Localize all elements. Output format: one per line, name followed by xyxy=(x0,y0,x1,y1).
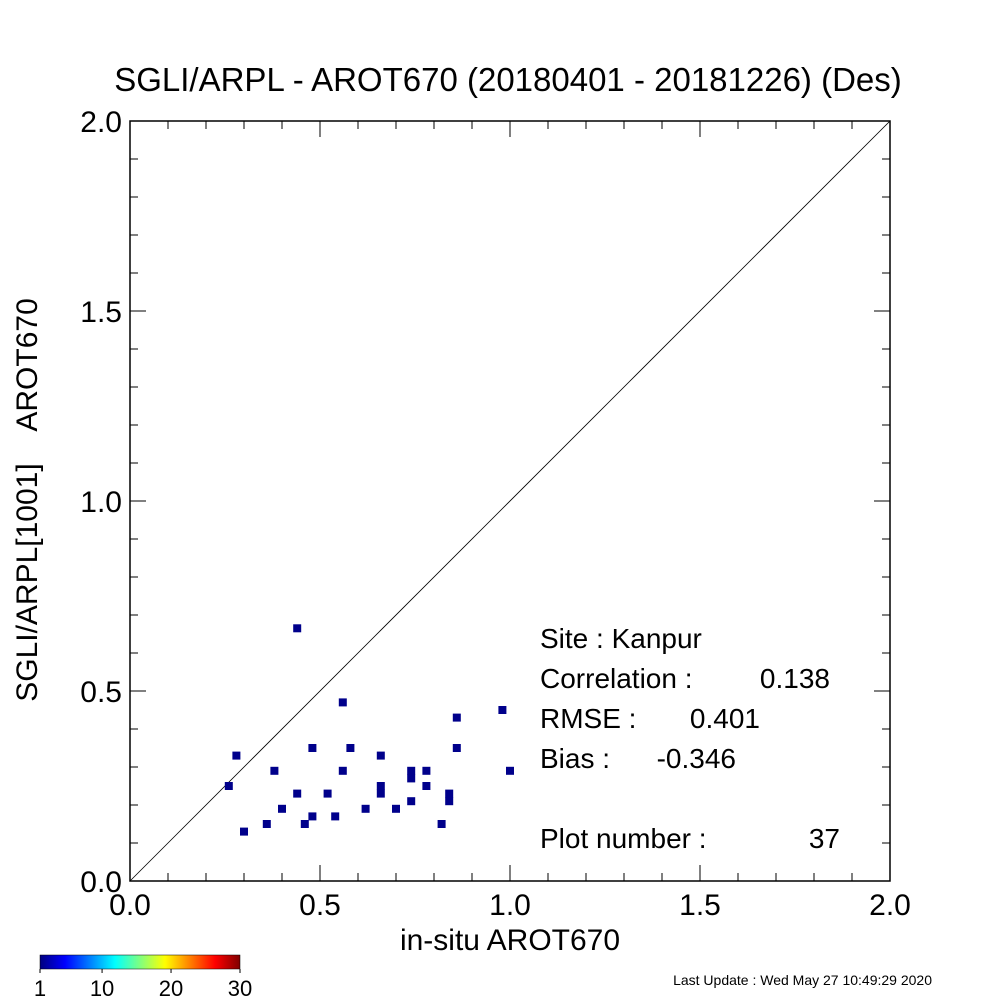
colorbar-tick-label: 30 xyxy=(228,976,252,1000)
data-point xyxy=(300,820,309,828)
data-point xyxy=(346,744,355,752)
data-point xyxy=(331,812,340,821)
data-point xyxy=(361,804,370,813)
data-point xyxy=(422,766,431,775)
rmse-value: 0.401 xyxy=(690,703,760,734)
y-tick-label: 0.0 xyxy=(80,866,122,899)
data-point xyxy=(308,744,317,752)
data-point xyxy=(392,804,400,813)
plot-number-label: Plot number : xyxy=(540,823,707,854)
data-point xyxy=(240,827,248,836)
data-point xyxy=(376,789,385,798)
data-point xyxy=(376,782,385,790)
data-point xyxy=(506,766,514,775)
y-tick-label: 0.5 xyxy=(80,676,122,709)
colorbar-ticks: 1 10 20 30 xyxy=(34,969,252,1000)
last-update-text: Last Update : Wed May 27 10:49:29 2020 xyxy=(673,972,932,988)
data-point xyxy=(376,751,385,760)
one-to-one-line xyxy=(129,120,891,882)
rmse-label: RMSE : xyxy=(540,703,636,734)
data-point xyxy=(445,789,454,798)
x-tick-label: 1.0 xyxy=(489,889,531,922)
minor-ticks xyxy=(130,121,890,881)
data-point xyxy=(407,766,416,775)
y-tick-label: 2.0 xyxy=(80,106,122,139)
data-point xyxy=(445,797,454,806)
chart-title: SGLI/ARPL - AROT670 (20180401 - 20181226… xyxy=(114,61,902,98)
y-axis-ticks: 0.0 0.5 1.0 1.5 2.0 xyxy=(80,106,890,899)
data-point xyxy=(452,744,461,752)
data-point xyxy=(293,624,302,633)
data-point xyxy=(278,804,286,813)
data-point xyxy=(308,812,317,821)
plot-number-value: 37 xyxy=(809,823,840,854)
x-axis-label: in-situ AROT670 xyxy=(400,924,620,957)
stats-panel: Site : Kanpur Correlation : 0.138 RMSE :… xyxy=(540,623,840,854)
data-point xyxy=(338,698,347,707)
data-point xyxy=(437,820,446,828)
data-point xyxy=(262,820,271,828)
x-tick-label: 0.0 xyxy=(109,889,151,922)
data-point xyxy=(407,774,416,783)
data-point xyxy=(452,713,461,722)
data-point xyxy=(407,797,416,806)
colorbar xyxy=(39,954,241,970)
x-tick-label: 2.0 xyxy=(869,889,911,922)
x-tick-label: 1.5 xyxy=(679,889,721,922)
x-tick-label: 0.5 xyxy=(299,889,341,922)
data-point xyxy=(232,751,241,760)
y-tick-label: 1.5 xyxy=(80,296,122,329)
colorbar-tick-label: 10 xyxy=(90,976,114,1000)
y-tick-label: 1.0 xyxy=(80,486,122,519)
site-label: Site : Kanpur xyxy=(540,623,702,654)
data-point xyxy=(270,766,279,775)
x-axis-ticks: 0.0 0.5 1.0 1.5 2.0 xyxy=(109,121,911,922)
correlation-label: Correlation : xyxy=(540,663,693,694)
data-point xyxy=(323,789,332,798)
data-point xyxy=(498,706,507,714)
correlation-value: 0.138 xyxy=(760,663,830,694)
data-point xyxy=(224,782,233,790)
y-axis-label: SGLI/ARPL[1001] AROT670 xyxy=(11,298,44,702)
colorbar-tick-label: 1 xyxy=(34,976,46,1000)
data-point xyxy=(338,766,347,775)
data-point xyxy=(422,782,431,790)
data-points xyxy=(224,624,514,836)
colorbar-tick-label: 20 xyxy=(159,976,183,1000)
bias-value: -0.346 xyxy=(657,743,736,774)
bias-label: Bias : xyxy=(540,743,610,774)
data-point xyxy=(293,789,302,798)
